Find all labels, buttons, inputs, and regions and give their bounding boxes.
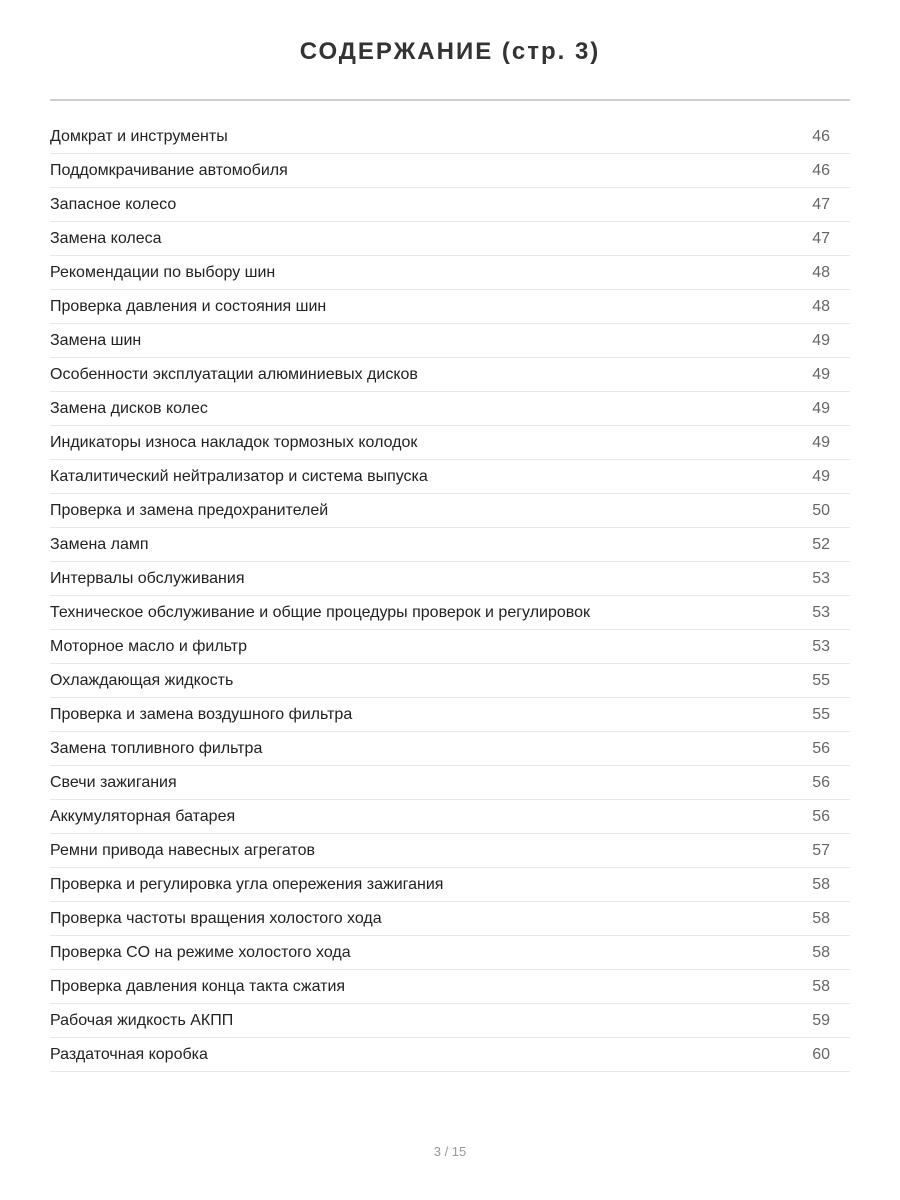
toc-entry[interactable]: Моторное масло и фильтр 53 [50, 630, 850, 664]
toc-entry-title: Моторное масло и фильтр [50, 637, 247, 655]
toc-entry-title: Проверка давления конца такта сжатия [50, 977, 346, 995]
toc-entry-page: 55 [812, 705, 830, 723]
toc-entry-title: Индикаторы износа накладок тормозных кол… [50, 433, 418, 451]
toc-entry-title: Замена дисков колес [50, 399, 208, 417]
toc-entry-page: 49 [812, 399, 830, 417]
toc-entry-page: 50 [812, 501, 830, 519]
toc-entry-title: Проверка давления и состояния шин [50, 297, 327, 315]
toc-entry-title: Замена колеса [50, 229, 162, 247]
toc-entry-page: 47 [812, 229, 830, 247]
toc-entry-page: 58 [812, 943, 830, 961]
toc-entry-page: 56 [812, 773, 830, 791]
toc-entry[interactable]: Раздаточная коробка 60 [50, 1038, 850, 1072]
toc-entry-page: 57 [812, 841, 830, 859]
toc-entry-title: Интервалы обслуживания [50, 569, 245, 587]
toc-entry[interactable]: Поддомкрачивание автомобиля 46 [50, 154, 850, 188]
toc-entry-page: 58 [812, 875, 830, 893]
table-of-contents: Домкрат и инструменты 46 Поддомкрачивание … [50, 120, 850, 1072]
toc-entry[interactable]: Рекомендации по выбору шин 48 [50, 256, 850, 290]
toc-entry[interactable]: Проверка давления и состояния шин 48 [50, 290, 850, 324]
toc-entry-title: Раздаточная коробка [50, 1045, 208, 1063]
toc-entry[interactable]: Проверка CO на режиме холостого хода 58 [50, 936, 850, 970]
toc-entry-title: Рабочая жидкость АКПП [50, 1011, 234, 1029]
toc-entry[interactable]: Техническое обслуживание и общие процеду… [50, 596, 850, 630]
toc-entry[interactable]: Запасное колесо 47 [50, 188, 850, 222]
toc-entry-page: 48 [812, 263, 830, 281]
toc-entry-title: Техническое обслуживание и общие процеду… [50, 603, 590, 621]
title-divider [50, 99, 850, 101]
toc-entry-title: Домкрат и инструменты [50, 127, 228, 145]
toc-entry[interactable]: Проверка и регулировка угла опережения з… [50, 868, 850, 902]
toc-entry[interactable]: Домкрат и инструменты 46 [50, 120, 850, 154]
toc-entry[interactable]: Ремни привода навесных агрегатов 57 [50, 834, 850, 868]
toc-entry-title: Проверка и регулировка угла опережения з… [50, 875, 444, 893]
toc-entry-page: 52 [812, 535, 830, 553]
toc-entry[interactable]: Проверка и замена воздушного фильтра 55 [50, 698, 850, 732]
toc-entry-page: 55 [812, 671, 830, 689]
toc-entry[interactable]: Индикаторы износа накладок тормозных кол… [50, 426, 850, 460]
toc-entry[interactable]: Замена ламп 52 [50, 528, 850, 562]
page-indicator: 3 / 15 [433, 1144, 467, 1159]
toc-entry[interactable]: Рабочая жидкость АКПП 59 [50, 1004, 850, 1038]
toc-entry-title: Рекомендации по выбору шин [50, 263, 276, 281]
toc-entry-page: 46 [812, 127, 830, 145]
toc-entry[interactable]: Проверка давления конца такта сжатия 58 [50, 970, 850, 1004]
page-title: СОДЕРЖАНИЕ (стр. 3) [299, 38, 601, 65]
toc-entry-title: Запасное колесо [50, 195, 177, 213]
toc-entry-page: 49 [812, 331, 830, 349]
toc-entry-title: Каталитический нейтрализатор и система в… [50, 467, 428, 485]
toc-entry-page: 53 [812, 569, 830, 587]
toc-entry-title: Проверка и замена предохранителей [50, 501, 329, 519]
toc-entry-page: 47 [812, 195, 830, 213]
toc-entry[interactable]: Охлаждающая жидкость 55 [50, 664, 850, 698]
toc-entry-page: 56 [812, 739, 830, 757]
toc-entry-title: Свечи зажигания [50, 773, 177, 791]
toc-entry-page: 53 [812, 603, 830, 621]
toc-entry[interactable]: Интервалы обслуживания 53 [50, 562, 850, 596]
toc-entry-page: 49 [812, 433, 830, 451]
toc-entry-title: Поддомкрачивание автомобиля [50, 161, 288, 179]
toc-entry-title: Охлаждающая жидкость [50, 671, 234, 689]
toc-entry[interactable]: Замена топливного фильтра 56 [50, 732, 850, 766]
toc-entry-page: 60 [812, 1045, 830, 1063]
toc-entry[interactable]: Свечи зажигания 56 [50, 766, 850, 800]
toc-entry-title: Проверка частоты вращения холостого хода [50, 909, 382, 927]
toc-entry[interactable]: Замена колеса 47 [50, 222, 850, 256]
toc-entry-title: Аккумуляторная батарея [50, 807, 236, 825]
toc-entry-page: 59 [812, 1011, 830, 1029]
toc-entry-title: Замена шин [50, 331, 142, 349]
toc-entry[interactable]: Замена дисков колес 49 [50, 392, 850, 426]
toc-entry-page: 58 [812, 909, 830, 927]
toc-entry-title: Проверка CO на режиме холостого хода [50, 943, 351, 961]
toc-entry-page: 48 [812, 297, 830, 315]
toc-entry[interactable]: Замена шин 49 [50, 324, 850, 358]
toc-entry[interactable]: Особенности эксплуатации алюминиевых дис… [50, 358, 850, 392]
toc-entry-page: 46 [812, 161, 830, 179]
toc-entry-page: 56 [812, 807, 830, 825]
toc-entry-title: Ремни привода навесных агрегатов [50, 841, 315, 859]
toc-entry-page: 58 [812, 977, 830, 995]
toc-entry[interactable]: Аккумуляторная батарея 56 [50, 800, 850, 834]
toc-entry-page: 49 [812, 365, 830, 383]
toc-entry-title: Замена ламп [50, 535, 149, 553]
toc-entry[interactable]: Проверка частоты вращения холостого хода… [50, 902, 850, 936]
toc-entry[interactable]: Каталитический нейтрализатор и система в… [50, 460, 850, 494]
toc-entry-page: 53 [812, 637, 830, 655]
toc-entry-title: Особенности эксплуатации алюминиевых дис… [50, 365, 418, 383]
toc-entry[interactable]: Проверка и замена предохранителей 50 [50, 494, 850, 528]
toc-entry-page: 49 [812, 467, 830, 485]
toc-entry-title: Проверка и замена воздушного фильтра [50, 705, 353, 723]
toc-entry-title: Замена топливного фильтра [50, 739, 263, 757]
